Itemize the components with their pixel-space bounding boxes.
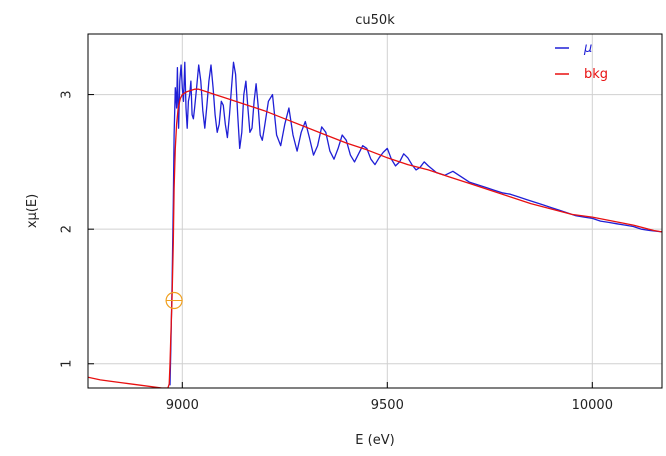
- marker-layer: [165, 291, 183, 310]
- x-axis: 9000 9500 10000: [166, 382, 613, 413]
- y-tick-label: 2: [60, 225, 75, 233]
- x-tick-label: 10000: [572, 398, 613, 413]
- y-axis: 1 2 3: [60, 90, 94, 368]
- series-line-mu: [169, 61, 662, 386]
- legend-label-bkg: bkg: [584, 67, 608, 82]
- y-tick-label: 3: [60, 90, 75, 98]
- chart-title: cu50k: [355, 13, 395, 28]
- y-axis-label: xμ(E): [25, 194, 40, 228]
- series-layer: [88, 61, 662, 388]
- y-tick-label: 1: [60, 360, 75, 368]
- series-line-bkg: [88, 88, 662, 388]
- legend: μ bkg: [555, 41, 608, 82]
- plot-frame: [87, 33, 663, 389]
- x-tick-label: 9500: [371, 398, 404, 413]
- x-tick-label: 9000: [166, 398, 199, 413]
- x-axis-label: E (eV): [355, 433, 394, 448]
- legend-label-mu: μ: [583, 41, 592, 56]
